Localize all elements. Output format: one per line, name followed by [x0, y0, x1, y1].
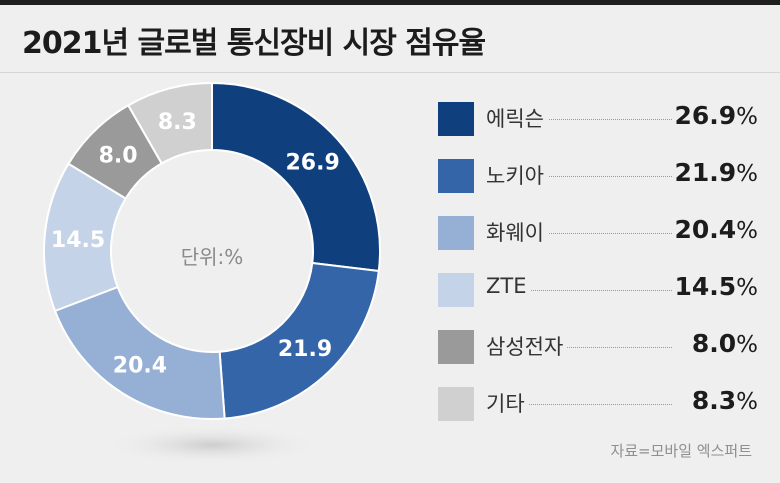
legend-label: 노키아 — [486, 160, 548, 190]
legend-item-zte: ZTE 14.5% — [438, 272, 758, 330]
top-bar — [0, 0, 780, 5]
donut-slice-0 — [211, 81, 381, 273]
slice-value-label: 8.0 — [99, 144, 138, 169]
legend-leader — [498, 290, 672, 291]
legend-swatch — [438, 159, 474, 193]
legend-value: 14.5% — [674, 272, 758, 301]
legend-value: 8.0% — [691, 329, 758, 358]
slice-value-label: 8.3 — [158, 110, 197, 135]
legend-swatch — [438, 216, 474, 250]
legend-swatch — [438, 330, 474, 364]
legend-label: 기타 — [486, 388, 529, 418]
donut-chart: 26.9 21.9 20.4 14.5 8.0 8.3 단위:% — [43, 81, 381, 465]
legend: 에릭슨 26.9% 노키아 21.9% 화웨이 20.4% ZTE 14.5% … — [438, 101, 758, 444]
donut-slice-1 — [218, 261, 380, 420]
legend-leader — [498, 347, 672, 348]
donut-slice-5 — [126, 81, 213, 165]
legend-leader — [498, 233, 672, 234]
legend-item-samsung: 삼성전자 8.0% — [438, 329, 758, 387]
legend-label: 삼성전자 — [486, 331, 568, 361]
legend-value: 8.3% — [691, 386, 758, 415]
legend-swatch — [438, 387, 474, 421]
source-note: 자료=모바일 엑스퍼트 — [610, 442, 752, 460]
unit-label: 단위:% — [181, 245, 244, 269]
legend-swatch — [438, 102, 474, 136]
legend-leader — [498, 404, 672, 405]
legend-item-ericsson: 에릭슨 26.9% — [438, 101, 758, 159]
legend-label: 에릭슨 — [486, 103, 548, 133]
legend-swatch — [438, 273, 474, 307]
slice-value-label: 26.9 — [285, 151, 339, 176]
donut-shadow — [102, 425, 322, 465]
legend-value: 21.9% — [674, 158, 758, 187]
chart-title: 2021년 글로벌 통신장비 시장 점유율 — [22, 26, 486, 61]
legend-label: ZTE — [486, 274, 531, 298]
legend-item-nokia: 노키아 21.9% — [438, 158, 758, 216]
legend-value: 20.4% — [674, 215, 758, 244]
legend-leader — [498, 176, 672, 177]
legend-item-huawei: 화웨이 20.4% — [438, 215, 758, 273]
slice-value-label: 21.9 — [278, 337, 332, 362]
slice-value-label: 20.4 — [113, 354, 167, 379]
legend-value: 26.9% — [674, 101, 758, 130]
title-divider — [0, 72, 780, 73]
slice-value-label: 14.5 — [51, 228, 105, 253]
legend-label: 화웨이 — [486, 217, 548, 247]
legend-item-others: 기타 8.3% — [438, 386, 758, 444]
legend-leader — [498, 119, 672, 120]
